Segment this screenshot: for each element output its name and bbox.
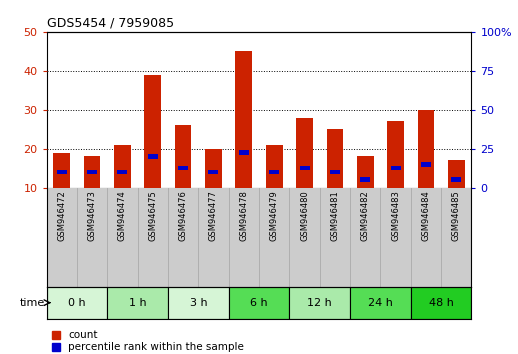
Bar [148, 154, 158, 159]
Text: GSM946480: GSM946480 [300, 190, 309, 241]
Bar [107, 287, 168, 319]
Bar [411, 287, 471, 319]
Bar [236, 51, 252, 188]
Text: GSM946483: GSM946483 [391, 190, 400, 241]
Bar [53, 153, 70, 188]
Bar [145, 75, 161, 188]
Legend: count, percentile rank within the sample: count, percentile rank within the sample [52, 330, 244, 352]
Text: GSM946475: GSM946475 [148, 190, 157, 241]
Bar [239, 150, 249, 155]
Bar [299, 166, 310, 171]
Bar [266, 145, 282, 188]
Text: GSM946481: GSM946481 [330, 190, 339, 241]
Text: GSM946484: GSM946484 [421, 190, 430, 241]
Bar [228, 287, 290, 319]
Bar [360, 177, 370, 182]
Text: 0 h: 0 h [68, 298, 86, 308]
Text: 12 h: 12 h [307, 298, 332, 308]
Bar [84, 156, 100, 188]
Text: 3 h: 3 h [190, 298, 207, 308]
Bar [357, 156, 373, 188]
Text: GSM946485: GSM946485 [452, 190, 461, 241]
Bar [350, 287, 411, 319]
Bar [208, 170, 219, 175]
Bar [391, 166, 400, 171]
Bar [47, 287, 107, 319]
Bar [57, 170, 67, 175]
Text: GSM946479: GSM946479 [270, 190, 279, 241]
Text: GSM946477: GSM946477 [209, 190, 218, 241]
Bar [118, 170, 127, 175]
Text: 6 h: 6 h [250, 298, 268, 308]
Bar [387, 121, 404, 188]
Text: GSM946478: GSM946478 [239, 190, 248, 241]
Bar [448, 160, 465, 188]
Bar [175, 125, 192, 188]
Text: 24 h: 24 h [368, 298, 393, 308]
Text: GDS5454 / 7959085: GDS5454 / 7959085 [47, 16, 174, 29]
Bar [168, 287, 228, 319]
Bar [269, 170, 279, 175]
Bar [451, 177, 461, 182]
Bar [296, 118, 313, 188]
Bar [205, 149, 222, 188]
Bar [114, 145, 131, 188]
Bar [178, 166, 188, 171]
Bar [330, 170, 340, 175]
Bar [418, 110, 434, 188]
Text: GSM946474: GSM946474 [118, 190, 127, 241]
Bar [326, 129, 343, 188]
Text: GSM946472: GSM946472 [57, 190, 66, 241]
Text: 48 h: 48 h [428, 298, 453, 308]
Text: GSM946476: GSM946476 [179, 190, 188, 241]
Text: 1 h: 1 h [129, 298, 147, 308]
Text: GSM946482: GSM946482 [361, 190, 370, 241]
Text: GSM946473: GSM946473 [88, 190, 97, 241]
Text: time: time [20, 298, 45, 308]
Bar [421, 162, 431, 167]
Bar [290, 287, 350, 319]
Bar [87, 170, 97, 175]
